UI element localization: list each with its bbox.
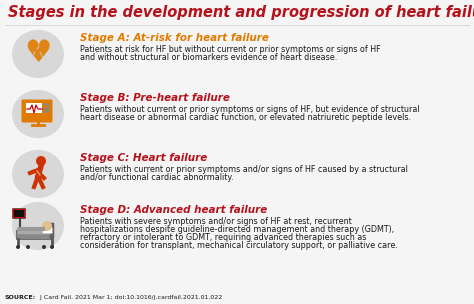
FancyBboxPatch shape	[43, 227, 53, 233]
Text: SOURCE:: SOURCE:	[5, 295, 36, 300]
Ellipse shape	[12, 90, 64, 138]
Circle shape	[50, 245, 54, 249]
Ellipse shape	[12, 202, 64, 250]
FancyBboxPatch shape	[50, 223, 54, 238]
FancyBboxPatch shape	[21, 99, 53, 123]
Text: Stage B: Pre-heart failure: Stage B: Pre-heart failure	[80, 93, 230, 103]
Circle shape	[42, 221, 52, 231]
Text: Stage D: Advanced heart failure: Stage D: Advanced heart failure	[80, 205, 267, 215]
FancyBboxPatch shape	[16, 230, 52, 239]
Text: consideration for transplant, mechanical circulatory support, or palliative care: consideration for transplant, mechanical…	[80, 241, 398, 250]
FancyBboxPatch shape	[26, 103, 42, 113]
Text: Stages in the development and progression of heart failure: Stages in the development and progressio…	[8, 5, 474, 20]
Text: and/or functional cardiac abnormality.: and/or functional cardiac abnormality.	[80, 173, 234, 182]
Text: Patients with current or prior symptoms and/or signs of HF caused by a structura: Patients with current or prior symptoms …	[80, 165, 408, 174]
Text: J Card Fail. 2021 Mar 1; doi:10.1016/j.cardfail.2021.01.022: J Card Fail. 2021 Mar 1; doi:10.1016/j.c…	[38, 295, 222, 300]
Circle shape	[26, 245, 30, 249]
Text: refractory or intolerant to GDMT, requiring advanced therapies such as: refractory or intolerant to GDMT, requir…	[80, 233, 366, 242]
Text: Patients with severe symptoms and/or signs of HF at rest, recurrent: Patients with severe symptoms and/or sig…	[80, 217, 352, 226]
Circle shape	[42, 245, 46, 249]
FancyBboxPatch shape	[12, 209, 26, 219]
Circle shape	[16, 245, 20, 249]
Text: ♥: ♥	[24, 40, 52, 68]
Ellipse shape	[12, 30, 64, 78]
Text: Patients without current or prior symptoms or signs of HF, but evidence of struc: Patients without current or prior sympto…	[80, 105, 419, 114]
Text: and without structural or biomarkers evidence of heart disease.: and without structural or biomarkers evi…	[80, 53, 337, 62]
Text: Stage C: Heart failure: Stage C: Heart failure	[80, 153, 207, 163]
Circle shape	[36, 156, 46, 166]
Ellipse shape	[12, 150, 64, 198]
FancyBboxPatch shape	[14, 210, 24, 217]
Text: Patients at risk for HF but without current or prior symptoms or signs of HF: Patients at risk for HF but without curr…	[80, 45, 381, 54]
Text: heart disease or abnormal cardiac function, or elevated natriuretic peptide leve: heart disease or abnormal cardiac functi…	[80, 113, 411, 122]
FancyBboxPatch shape	[18, 227, 51, 234]
Text: hospitalizations despite guideline-directed management and therapy (GDMT),: hospitalizations despite guideline-direc…	[80, 225, 394, 234]
Text: Stage A: At-risk for heart failure: Stage A: At-risk for heart failure	[80, 33, 269, 43]
